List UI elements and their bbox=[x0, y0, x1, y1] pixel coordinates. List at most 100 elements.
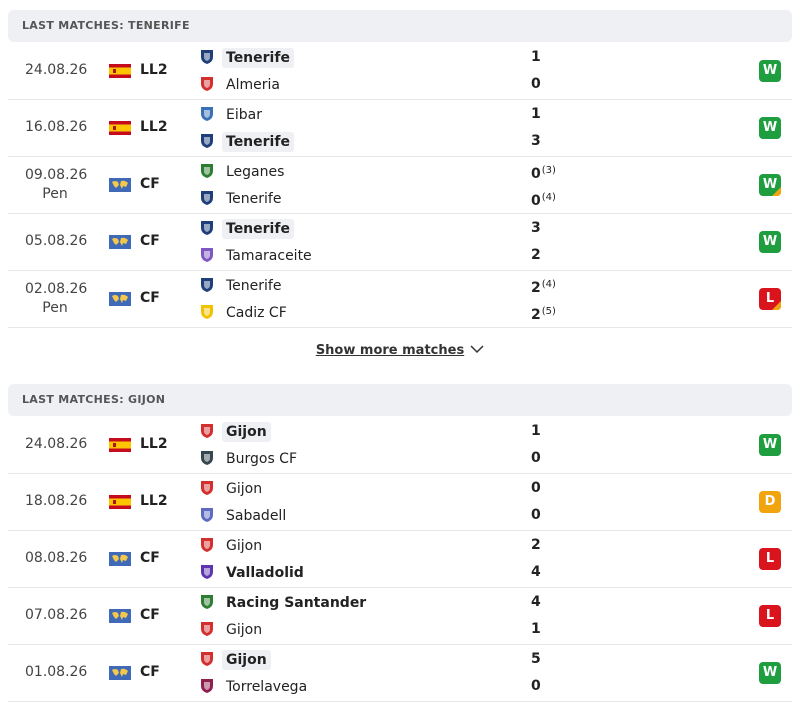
badge-corner bbox=[772, 301, 781, 310]
score: 5 bbox=[531, 650, 541, 668]
flag bbox=[109, 235, 131, 249]
row-separator bbox=[8, 701, 792, 702]
team-name: Burgos CF bbox=[226, 451, 298, 467]
flag bbox=[109, 178, 131, 192]
score: 2 bbox=[531, 536, 541, 554]
competition: LL2 bbox=[140, 493, 168, 509]
flag bbox=[109, 666, 131, 680]
score-value: 0 bbox=[531, 507, 541, 523]
show-more-link[interactable]: Show more matches bbox=[0, 343, 800, 358]
team-name: Tenerife bbox=[222, 132, 294, 152]
score: 2 bbox=[531, 246, 541, 264]
team-logo bbox=[201, 595, 213, 609]
score-value: 0 bbox=[531, 450, 541, 466]
team-logo bbox=[201, 565, 213, 579]
row-separator bbox=[8, 213, 792, 214]
team-name: Gijon bbox=[226, 538, 263, 554]
team-name: Tenerife bbox=[222, 219, 294, 239]
score: 1 bbox=[531, 48, 541, 66]
score-value: 1 bbox=[531, 106, 541, 122]
result-badge: W bbox=[759, 174, 781, 196]
penalty-score: (5) bbox=[541, 306, 556, 317]
competition: LL2 bbox=[140, 119, 168, 135]
score: 4 bbox=[531, 563, 541, 581]
result-badge: W bbox=[759, 231, 781, 253]
result-badge: D bbox=[759, 491, 781, 513]
team-name: Tamaraceite bbox=[226, 248, 312, 264]
match-status: Pen bbox=[42, 300, 68, 316]
match-status: Pen bbox=[42, 186, 68, 202]
score: 4 bbox=[531, 593, 541, 611]
match-date: 01.08.26 bbox=[25, 664, 88, 680]
team-logo bbox=[201, 508, 213, 522]
match-date: 05.08.26 bbox=[25, 233, 88, 249]
team-logo bbox=[201, 50, 213, 64]
team-name: Tenerife bbox=[222, 48, 294, 68]
match-date: 07.08.26 bbox=[25, 607, 88, 623]
match-date: 18.08.26 bbox=[25, 493, 88, 509]
match-date: 08.08.26 bbox=[25, 550, 88, 566]
team-name: Gijon bbox=[226, 481, 263, 497]
section-header: LAST MATCHES: GIJON bbox=[8, 384, 792, 416]
team-logo bbox=[201, 107, 213, 121]
team-logo bbox=[201, 538, 213, 552]
team-logo bbox=[201, 134, 213, 148]
penalty-score: (3) bbox=[541, 165, 556, 176]
score-value: 3 bbox=[531, 220, 541, 236]
team-name: Almeria bbox=[226, 77, 280, 93]
team-name: Valladolid bbox=[226, 565, 304, 581]
team-name: Gijon bbox=[226, 622, 263, 638]
team-name: Gijon bbox=[222, 650, 271, 670]
score: 1 bbox=[531, 105, 541, 123]
show-more-text[interactable]: Show more matches bbox=[315, 343, 465, 358]
score: 2(4) bbox=[531, 276, 556, 297]
flag bbox=[109, 121, 131, 135]
flag bbox=[109, 552, 131, 566]
team-logo bbox=[201, 221, 213, 235]
score-value: 2 bbox=[531, 537, 541, 553]
score-value: 1 bbox=[531, 423, 541, 439]
result-badge: L bbox=[759, 548, 781, 570]
score: 3 bbox=[531, 219, 541, 237]
score: 1 bbox=[531, 620, 541, 638]
team-name: Tenerife bbox=[226, 278, 282, 294]
row-separator bbox=[8, 99, 792, 100]
badge-corner bbox=[772, 187, 781, 196]
competition: CF bbox=[140, 176, 160, 192]
team-logo bbox=[201, 305, 213, 319]
row-separator bbox=[8, 587, 792, 588]
score-value: 4 bbox=[531, 564, 541, 580]
chevron-icon[interactable] bbox=[470, 344, 484, 354]
team-name: Racing Santander bbox=[226, 595, 367, 611]
section-header: LAST MATCHES: TENERIFE bbox=[8, 10, 792, 42]
score: 0(4) bbox=[531, 189, 556, 210]
score-value: 0 bbox=[531, 678, 541, 694]
score: 0 bbox=[531, 449, 541, 467]
competition: CF bbox=[140, 664, 160, 680]
score-value: 0 bbox=[531, 193, 541, 209]
match-date: 24.08.26 bbox=[25, 436, 88, 452]
result-badge: W bbox=[759, 434, 781, 456]
competition: CF bbox=[140, 550, 160, 566]
row-separator bbox=[8, 156, 792, 157]
result-badge: W bbox=[759, 662, 781, 684]
score-value: 0 bbox=[531, 166, 541, 182]
result-badge: W bbox=[759, 117, 781, 139]
score-value: 1 bbox=[531, 49, 541, 65]
flag bbox=[109, 609, 131, 623]
score-value: 0 bbox=[531, 76, 541, 92]
score: 0 bbox=[531, 677, 541, 695]
score-value: 5 bbox=[531, 651, 541, 667]
score: 1 bbox=[531, 422, 541, 440]
team-logo bbox=[201, 164, 213, 178]
team-logo bbox=[201, 191, 213, 205]
row-separator bbox=[8, 473, 792, 474]
team-logo bbox=[201, 481, 213, 495]
score: 0(3) bbox=[531, 162, 556, 183]
team-logo bbox=[201, 248, 213, 262]
row-separator bbox=[8, 530, 792, 531]
team-name: Eibar bbox=[226, 107, 262, 123]
flag bbox=[109, 438, 131, 452]
score-value: 3 bbox=[531, 133, 541, 149]
team-name: Cadiz CF bbox=[226, 305, 287, 321]
